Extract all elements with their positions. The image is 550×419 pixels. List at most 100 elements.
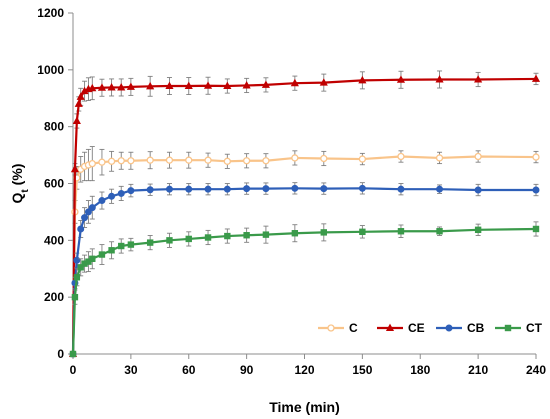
data-point-C (223, 157, 231, 165)
data-point-CE (358, 75, 367, 84)
x-tick-label: 60 (182, 363, 196, 377)
y-axis-label-unit: (%) (9, 164, 25, 190)
data-point-CE (117, 83, 126, 91)
error-bars-CB (72, 182, 539, 290)
data-point-CE (88, 83, 97, 92)
data-point-CE (165, 81, 174, 90)
data-point-CE (76, 92, 85, 100)
legend-label-CB: CB (467, 321, 485, 335)
data-point-CB (117, 189, 125, 197)
data-point-CT (262, 231, 270, 238)
data-point-CT (69, 350, 77, 358)
y-tick-label: 400 (44, 233, 64, 247)
data-point-C (320, 154, 328, 163)
y-tick-label: 600 (44, 177, 64, 191)
data-point-CE (126, 82, 135, 90)
data-point-C (242, 157, 251, 165)
legend-marker-CT (504, 324, 512, 332)
data-point-CB (98, 197, 106, 205)
data-point-CB (73, 256, 81, 264)
x-tick-label: 120 (294, 363, 314, 377)
data-point-CE (474, 75, 483, 83)
data-point-CB (146, 186, 154, 194)
x-tick-label: 180 (410, 363, 430, 377)
data-point-CE (319, 78, 328, 86)
data-point-CB (291, 184, 299, 192)
x-axis-ticks: 0 30 60 90 120 150 180 210 240 (70, 354, 546, 377)
data-point-CT (359, 228, 366, 236)
data-point-CT (474, 226, 482, 234)
data-point-CT (532, 225, 540, 233)
line-CE (71, 77, 537, 355)
series-CT (69, 221, 540, 358)
data-point-CE (261, 80, 270, 88)
data-point-C (358, 155, 367, 163)
data-point-C (165, 156, 174, 164)
data-point-CT (146, 239, 154, 246)
data-point-CB (532, 186, 540, 194)
data-point-CE (531, 74, 541, 82)
data-point-C (291, 154, 299, 162)
legend-label-CT: CT (526, 321, 543, 335)
data-point-CB (320, 185, 328, 193)
data-point-C (204, 156, 212, 164)
data-point-CB (84, 208, 92, 216)
markers-CT (69, 225, 540, 358)
legend-item-C: C (318, 321, 358, 335)
data-point-CB (436, 185, 444, 193)
y-tick-label: 200 (44, 290, 64, 304)
legend-item-CB: CB (436, 321, 485, 335)
data-point-CT (89, 255, 96, 263)
x-tick-label: 0 (70, 363, 77, 377)
data-point-CT (224, 232, 231, 240)
data-point-CT (397, 228, 405, 235)
y-axis-ticks: 0 200 400 600 800 1000 1200 (37, 6, 73, 361)
data-point-CB (358, 184, 366, 192)
data-point-C (435, 154, 444, 162)
data-point-CT (108, 247, 115, 254)
x-tick-label: 30 (124, 363, 138, 377)
data-point-C (127, 157, 135, 165)
y-axis-label-subscript: t (20, 189, 31, 193)
legend-item-CE: CE (377, 321, 425, 335)
markers-C (69, 152, 540, 358)
data-point-CE (97, 83, 107, 91)
error-bars-CT (72, 221, 539, 305)
x-tick-label: 90 (240, 363, 254, 377)
legend-marker-CE (385, 323, 395, 332)
y-tick-label: 1000 (37, 63, 64, 77)
data-point-CB (243, 185, 251, 193)
y-tick-label: 800 (44, 120, 64, 134)
axes (72, 13, 536, 355)
data-point-CE (290, 78, 299, 87)
data-point-CE (107, 83, 116, 91)
data-point-C (117, 157, 125, 165)
y-axis-label: Qt (%) (9, 164, 31, 204)
series-C (69, 146, 540, 358)
data-point-CB (474, 186, 482, 194)
data-point-CT (320, 229, 327, 236)
markers-CE (68, 74, 541, 358)
x-axis-label: Time (min) (269, 399, 340, 415)
series-CB (69, 182, 540, 358)
legend-marker-CB (445, 324, 453, 332)
data-point-C (107, 157, 116, 165)
plot-series (68, 70, 541, 358)
y-tick-label: 1200 (37, 6, 64, 20)
legend-marker-C (327, 324, 335, 332)
data-point-CT (204, 234, 212, 241)
markers-CB (69, 184, 540, 358)
legend-item-CT: CT (495, 321, 543, 335)
data-point-CT (98, 251, 106, 258)
data-point-CE (74, 99, 83, 107)
data-point-CT (291, 230, 299, 237)
data-point-C (98, 158, 106, 166)
data-point-C (88, 159, 96, 168)
data-point-CE (70, 164, 80, 173)
data-point-CB (185, 185, 193, 193)
data-point-CT (243, 232, 250, 239)
data-point-CT (185, 235, 192, 243)
y-tick-label: 0 (57, 347, 64, 361)
x-tick-label: 240 (526, 363, 546, 377)
data-point-CE (72, 116, 81, 124)
